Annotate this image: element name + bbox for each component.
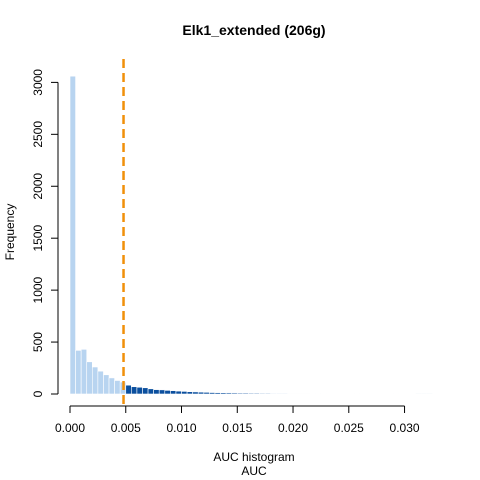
histogram-bar xyxy=(186,391,193,395)
histogram-bar xyxy=(242,392,249,395)
histogram-bar xyxy=(253,392,260,395)
histogram-bar xyxy=(270,393,277,395)
x-tick-label: 0.010 xyxy=(166,421,196,435)
histogram-bar xyxy=(131,386,138,395)
histogram-bar xyxy=(170,390,177,395)
histogram-bar xyxy=(69,75,76,395)
histogram-bar xyxy=(276,393,283,395)
histogram-bar xyxy=(214,392,221,395)
histogram-bar xyxy=(80,349,88,395)
y-axis-label: Frequency xyxy=(3,204,17,261)
histogram-bar xyxy=(220,392,227,395)
histogram-bar xyxy=(153,389,160,395)
histogram-bar xyxy=(147,388,154,395)
x-tick-label: 0.000 xyxy=(55,421,85,435)
x-tick-label: 0.015 xyxy=(222,421,252,435)
histogram-bars xyxy=(69,75,433,395)
histogram-bar xyxy=(175,390,182,395)
y-tick-label: 2000 xyxy=(31,173,45,200)
histogram-bar xyxy=(114,380,121,395)
histogram-bar xyxy=(164,390,171,395)
histogram-bar xyxy=(248,392,255,395)
histogram-bar xyxy=(181,391,188,395)
x-tick-label: 0.030 xyxy=(390,421,420,435)
histogram-bar xyxy=(292,393,299,395)
histogram-bar xyxy=(97,370,104,395)
histogram-bar xyxy=(142,387,149,395)
histogram-bar xyxy=(203,392,210,395)
y-tick-label: 2500 xyxy=(31,121,45,148)
x-tick-label: 0.005 xyxy=(111,421,141,435)
histogram-bar xyxy=(281,393,288,395)
x-tick-label: 0.020 xyxy=(278,421,308,435)
histogram-bar xyxy=(192,391,199,395)
histogram-bar xyxy=(264,392,272,395)
y-tick-label: 0 xyxy=(31,390,45,397)
histogram-bar xyxy=(209,392,216,395)
histogram-bar xyxy=(92,366,99,395)
histogram-bar xyxy=(236,392,244,395)
x-axis-label-line1: AUC histogram xyxy=(213,450,294,464)
x-axis-label-line2: AUC xyxy=(241,464,267,478)
x-axis: 0.000 0.005 0.010 0.015 0.020 0.025 0.030 xyxy=(55,405,420,435)
histogram-bar xyxy=(75,350,82,395)
histogram-bar xyxy=(136,386,143,395)
y-axis: 0 500 1000 1500 2000 2500 3000 xyxy=(31,69,59,397)
histogram-bar xyxy=(125,384,132,395)
histogram-bar xyxy=(303,393,311,395)
y-tick-label: 1500 xyxy=(31,225,45,252)
histogram-bar xyxy=(86,361,93,395)
chart-title: Elk1_extended (206g) xyxy=(182,22,325,38)
histogram-bar xyxy=(298,393,305,395)
histogram-bar xyxy=(103,374,110,395)
x-tick-label: 0.025 xyxy=(334,421,364,435)
histogram-bar xyxy=(231,392,238,395)
histogram-bar xyxy=(108,377,115,395)
histogram-bar xyxy=(158,389,166,395)
y-tick-label: 3000 xyxy=(31,69,45,96)
y-tick-label: 1000 xyxy=(31,276,45,303)
histogram-bar xyxy=(287,393,294,395)
histogram-bar xyxy=(259,392,266,395)
histogram-bar xyxy=(225,392,232,395)
histogram-bar xyxy=(197,391,205,395)
y-tick-label: 500 xyxy=(31,332,45,352)
